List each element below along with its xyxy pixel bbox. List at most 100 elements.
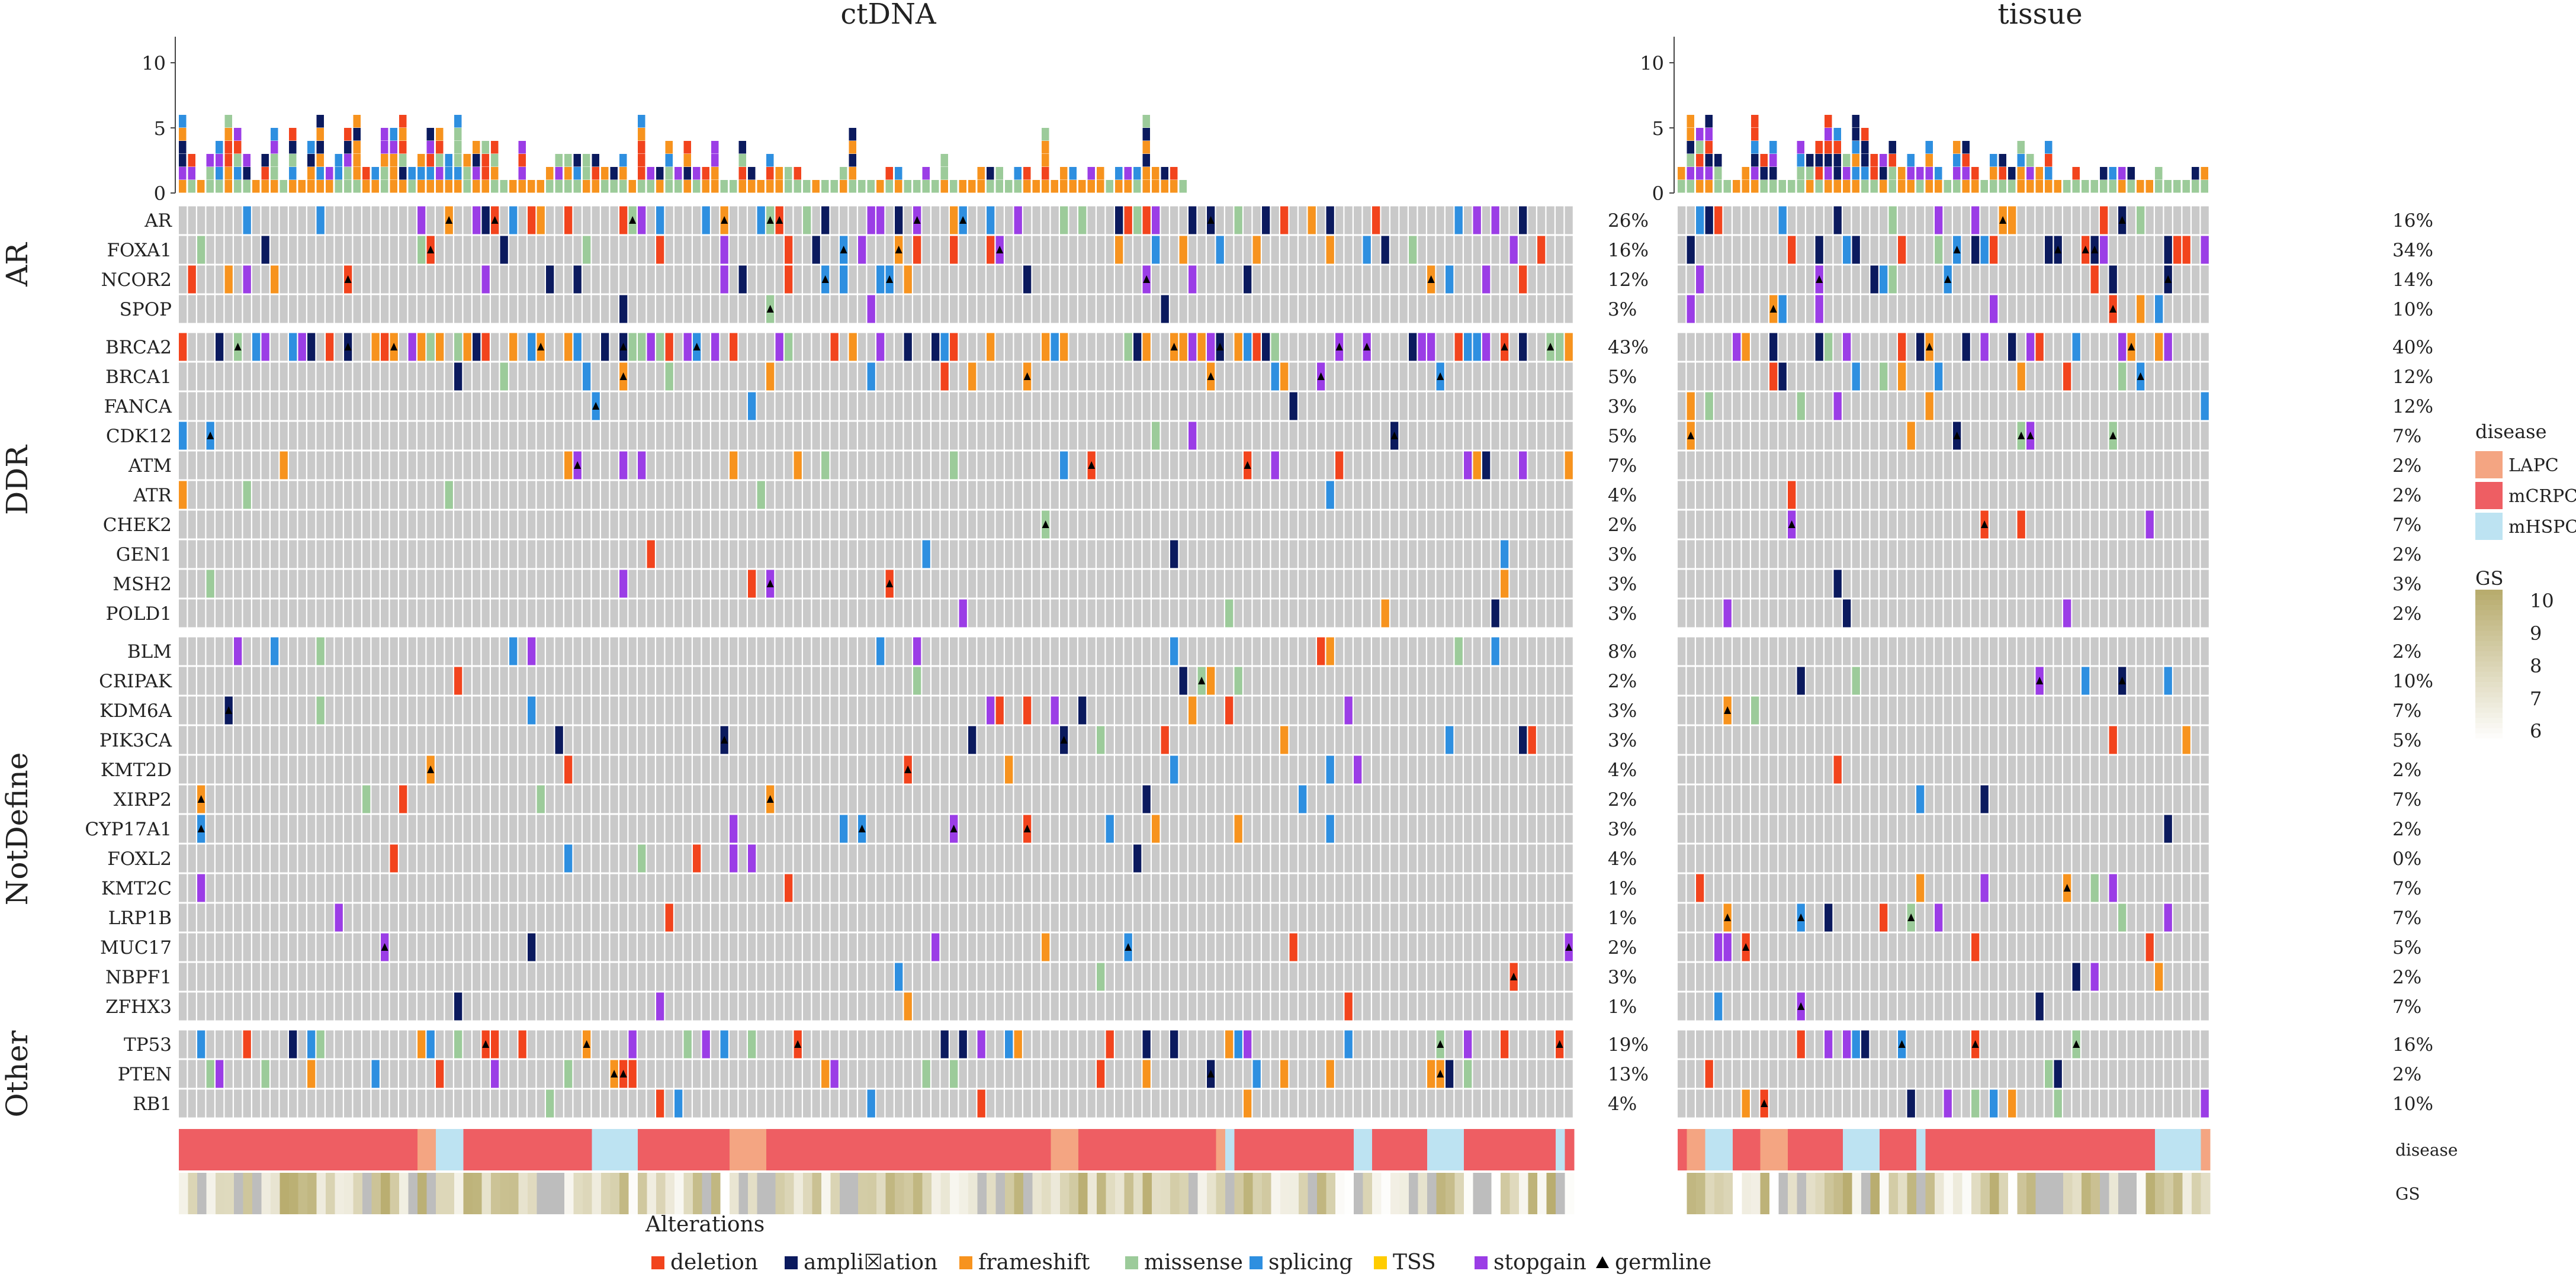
grid-cell: [1271, 696, 1279, 725]
grid-cell: [1390, 236, 1399, 264]
grid-cell: [1537, 696, 1546, 725]
grid-cell: [179, 599, 187, 628]
top-bar-segment: [2109, 167, 2116, 180]
top-bar-segment: [1833, 141, 1841, 154]
grid-cell: [665, 755, 673, 784]
grid-cell: [1760, 481, 1768, 509]
grid-cell: [564, 726, 573, 754]
alteration-cell: [1778, 295, 1787, 323]
grid-cell: [1861, 206, 1870, 234]
grid-cell: [849, 362, 857, 391]
grid-cell: [188, 637, 196, 665]
grid-cell: [1234, 696, 1242, 725]
grid-cell: [1880, 422, 1888, 450]
grid-cell: [1418, 265, 1426, 294]
grid-cell: [271, 236, 279, 264]
grid-cell: [1124, 540, 1132, 568]
alteration-cell: [1519, 333, 1527, 361]
grid-cell: [583, 333, 591, 361]
grid-cell: [766, 392, 775, 420]
grid-cell: [1381, 696, 1389, 725]
grid-cell: [1390, 206, 1399, 234]
grid-cell: [968, 570, 977, 598]
grid-cell: [500, 206, 508, 234]
grid-cell: [2145, 333, 2154, 361]
grid-cell: [252, 755, 261, 784]
grid-cell: [638, 726, 646, 754]
grid-cell: [950, 755, 958, 784]
alteration-cell: [2182, 236, 2190, 264]
top-bar-segment: [1852, 167, 1859, 180]
grid-cell: [307, 667, 316, 695]
grid-cell: [1409, 295, 1417, 323]
top-bar-segment: [1825, 141, 1832, 154]
grid-cell: [546, 726, 554, 754]
grid-cell: [1742, 392, 1750, 420]
grid-cell: [344, 206, 352, 234]
top-bar-segment: [289, 141, 297, 154]
grid-cell: [1880, 540, 1888, 568]
grid-cell: [693, 785, 701, 813]
grid-cell: [1537, 422, 1546, 450]
top-bar-segment: [693, 167, 701, 180]
grid-cell: [1990, 599, 1998, 628]
grid-cell: [1751, 599, 1759, 628]
grid-cell: [362, 726, 371, 754]
top-bar-segment: [638, 167, 645, 180]
grid-cell: [1372, 422, 1380, 450]
grid-cell: [1519, 599, 1527, 628]
grid-cell: [1797, 481, 1805, 509]
grid-cell: [1032, 295, 1040, 323]
grid-cell: [656, 265, 664, 294]
grid-cell: [895, 570, 903, 598]
grid-cell: [2045, 451, 2053, 480]
alteration-cell: [1418, 333, 1426, 361]
grid-cell: [1833, 667, 1842, 695]
top-bar-segment: [1880, 180, 1887, 193]
grid-cell: [1861, 265, 1870, 294]
grid-cell: [867, 236, 875, 264]
germline-marker: [721, 736, 728, 744]
grid-cell: [1962, 392, 1970, 420]
grid-cell: [1014, 755, 1022, 784]
grid-cell: [1051, 755, 1059, 784]
grid-cell: [858, 362, 866, 391]
grid-cell: [1833, 236, 1842, 264]
grid-cell: [1335, 206, 1344, 234]
grid-cell: [1925, 667, 1933, 695]
top-bar-segment: [1944, 180, 1951, 193]
grid-cell: [1999, 236, 2007, 264]
grid-cell: [1815, 570, 1823, 598]
grid-cell: [491, 451, 499, 480]
grid-cell: [1344, 333, 1353, 361]
grid-cell: [234, 726, 242, 754]
grid-cell: [720, 392, 728, 420]
alteration-cell: [417, 236, 426, 264]
grid-cell: [711, 265, 720, 294]
grid-cell: [1916, 295, 1925, 323]
alteration-cell: [895, 206, 903, 234]
top-bar-segment: [1990, 167, 1997, 180]
grid-cell: [794, 667, 802, 695]
grid-cell: [1473, 295, 1481, 323]
grid-cell: [1326, 696, 1334, 725]
grid-cell: [628, 481, 637, 509]
grid-cell: [1280, 392, 1289, 420]
grid-cell: [950, 510, 958, 539]
alteration-cell: [867, 362, 875, 391]
grid-cell: [1115, 667, 1123, 695]
grid-cell: [1152, 451, 1160, 480]
grid-cell: [1399, 755, 1408, 784]
grid-cell: [1778, 637, 1787, 665]
grid-cell: [1925, 726, 1933, 754]
top-bar-segment: [289, 180, 297, 193]
grid-cell: [638, 362, 646, 391]
grid-cell: [2155, 755, 2163, 784]
grid-cell: [987, 295, 995, 323]
grid-cell: [1519, 637, 1527, 665]
grid-cell: [289, 451, 297, 480]
grid-cell: [674, 540, 683, 568]
grid-cell: [1454, 362, 1463, 391]
grid-cell: [638, 667, 646, 695]
top-bar-segment: [1843, 154, 1851, 167]
